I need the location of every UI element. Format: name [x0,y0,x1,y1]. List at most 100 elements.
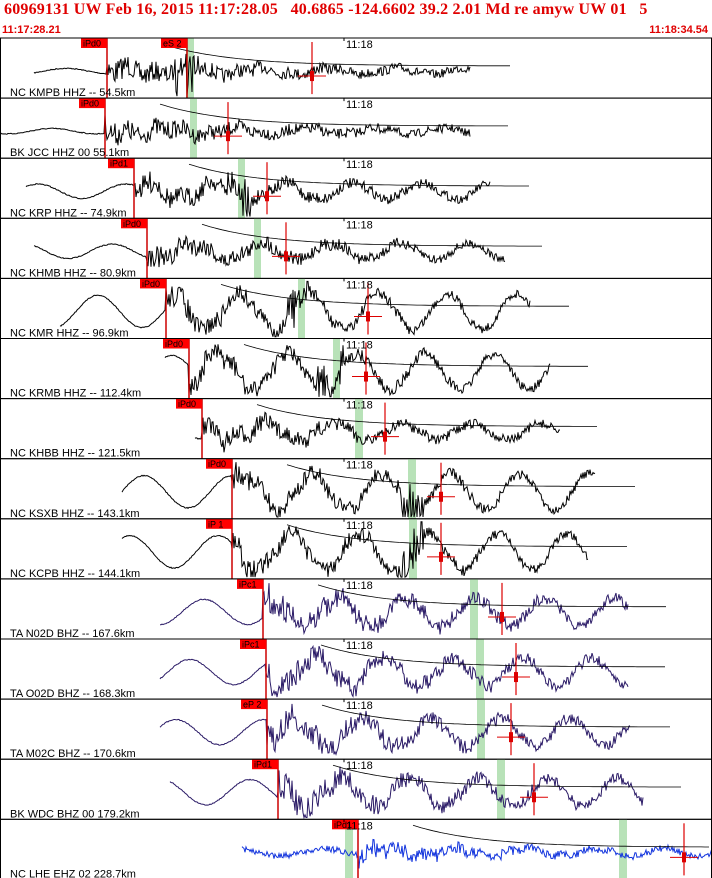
trace-panel[interactable]: iPd0 11:18 NC KHBB HHZ -- 121.5km [0,398,712,460]
amplitude-envelope [256,404,597,427]
amplitude-envelope [317,584,666,608]
waveform-trace [121,462,596,518]
pick-window [408,458,416,519]
pick-flag[interactable] [206,518,232,529]
trace-panel[interactable]: iP 1 11:18 NC KCPB HHZ -- 144.1km [0,518,712,580]
waveform-trace [164,344,551,398]
minute-label: 11:18 [346,279,373,291]
trace-panel[interactable]: iPd0 eS 2 11:18 NC KMPB HHZ -- 54.5km [0,37,712,99]
trace-panel[interactable]: iPd0 11:18 NC KHMB HHZ -- 80.9km [0,217,712,279]
pick-flag[interactable] [163,338,189,349]
amplitude-envelope [286,524,627,547]
amplitude-envelope [188,163,529,187]
waveform-trace [59,280,531,338]
pick-flag[interactable] [241,699,267,710]
amplitude-marker-box [366,311,370,322]
amplitude-marker-box [226,131,230,142]
pick-label: iPd0 [142,279,160,289]
amplitude-marker-box [514,672,518,683]
station-label: NC KSXB HHZ -- 143.1km [10,508,140,520]
pick-label: eP 2 [243,700,261,710]
station-label: NC KCPB HHZ -- 144.1km [10,568,140,580]
pick-flag[interactable] [161,38,187,48]
minute-label: 11:18 [346,460,373,472]
pick-label: iPc1 [239,579,257,589]
pick-flag[interactable] [332,819,358,830]
amplitude-envelope [332,764,681,788]
amplitude-envelope [159,103,508,127]
pick-flag[interactable] [140,278,166,289]
pick-flag[interactable] [108,158,134,169]
amplitude-envelope [286,464,635,487]
pick-window [190,98,197,159]
pick-flag[interactable] [237,578,263,589]
pick-window [186,38,194,99]
pick-window [355,398,363,459]
waveform-trace [33,234,506,268]
minute-label: 11:18 [346,760,373,772]
pick-window [298,278,305,339]
start-time: 11:17:28.21 [2,24,61,36]
minute-label: 11:18 [346,520,373,532]
trace-panel[interactable]: iPd1 11:18 BK WDC BHZ 00 179.2km [0,758,712,820]
pick-window [238,158,245,219]
pick-flag[interactable] [240,639,266,649]
station-label: NC KMR HHZ -- 96.9km [10,328,129,340]
pick-label: iPd0 [178,399,196,409]
amplitude-marker-box [310,71,314,82]
pick-window [476,639,484,700]
station-label: NC KHMB HHZ -- 80.9km [10,267,136,279]
amplitude-marker-box [383,431,387,442]
pick-label: iPd1 [110,159,128,169]
minute-label: 11:18 [346,99,373,111]
pick-label: iPc1 [242,640,260,650]
waveform-trace [159,703,631,756]
trace-panel[interactable]: iPd1 11:18 NC KRP HHZ -- 74.9km [0,157,712,219]
pick-label: iPd0 [165,339,183,349]
pick-label: iPd0 [208,459,226,469]
pick-flag[interactable] [252,759,278,770]
amplitude-marker-box [284,251,288,262]
pick-flag[interactable] [206,458,232,469]
trace-panel[interactable]: iPd0 11:18 NC KMR HHZ -- 96.9km [0,277,712,340]
waveform-trace [241,838,712,869]
pick-flag[interactable] [176,398,202,409]
amplitude-envelope [220,284,569,307]
waveform-trace [0,114,471,146]
amplitude-envelope [161,43,510,67]
minute-label: 11:18 [346,400,373,412]
amplitude-marker-box [509,732,513,743]
trace-panel[interactable]: iPc1 11:18 TA O02D BHZ -- 168.3km [0,638,712,700]
minute-label: 11:18 [346,580,373,592]
trace-panel[interactable]: iPd0 11:18 BK JCC HHZ 00 55.1km [0,97,712,159]
minute-label: 11:18 [346,700,373,712]
trace-panel[interactable]: iPd0 11:18 NC KSXB HHZ -- 143.1km [0,458,712,520]
pick-flag[interactable] [121,218,147,229]
pick-flag[interactable] [81,38,107,48]
trace-panel[interactable]: iPd0 11:18 NC KRMB HHZ -- 112.4km [0,338,712,400]
pick-label: iPd0 [83,39,101,49]
pick-label: iPd1 [334,820,352,830]
amplitude-envelope [243,344,588,367]
amplitude-marker-box [682,852,686,863]
waveform-trace [160,583,629,636]
record-header: 60969131 UW Feb 16, 2015 11:17:28.05 40.… [0,0,712,40]
waveform-trace [25,171,491,217]
trace-panel[interactable]: iPc1 11:18 TA N02D BHZ -- 167.6km [0,578,712,640]
event-title: 60969131 UW Feb 16, 2015 11:17:28.05 40.… [4,1,648,18]
minute-label: 11:18 [346,219,373,231]
trace-panel[interactable]: eP 2 11:18 TA M02C BHZ -- 170.6km [0,698,712,760]
amplitude-marker-box [265,191,269,202]
pick-window [470,578,478,639]
waveform-trace [159,644,629,698]
station-label: BK WDC BHZ 00 179.2km [10,808,140,820]
station-label: BK JCC HHZ 00 55.1km [10,147,129,159]
station-label: TA N02D BHZ -- 167.6km [10,628,135,640]
pick-window [477,699,485,760]
station-label: NC KMPB HHZ -- 54.5km [10,87,135,99]
pick-label: iPd0 [123,219,141,229]
station-label: TA M02C BHZ -- 170.6km [10,748,136,760]
pick-flag[interactable] [79,98,105,109]
